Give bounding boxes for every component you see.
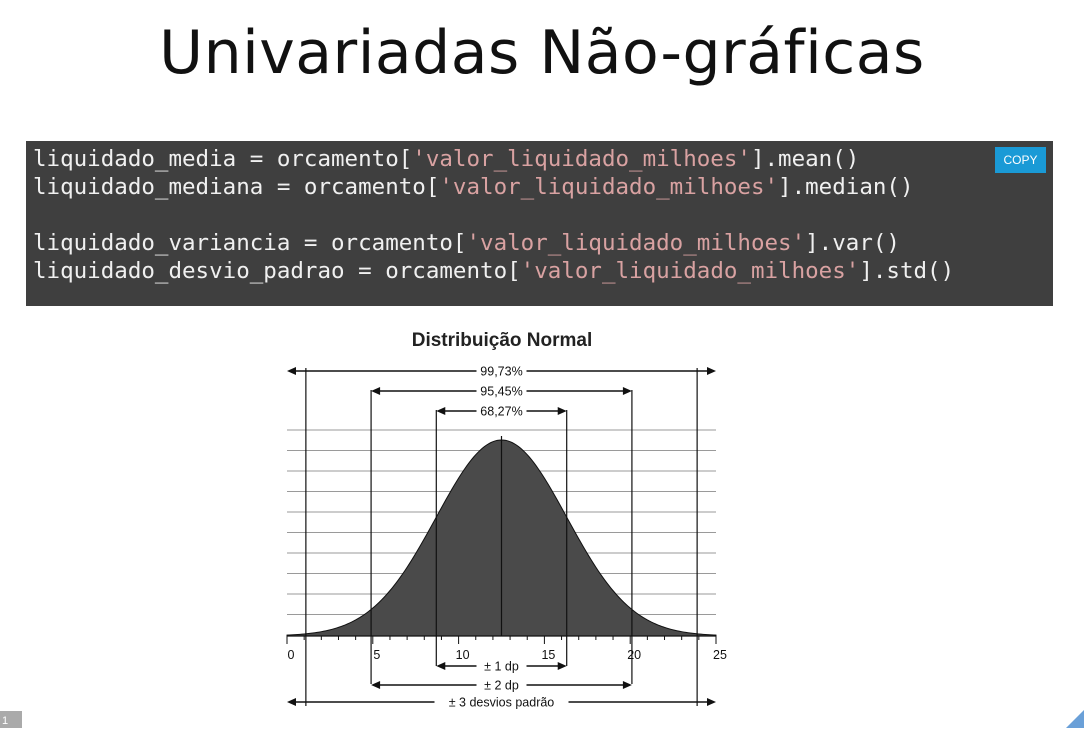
arrow-head bbox=[371, 681, 381, 689]
sd-vertical-lines bbox=[305, 368, 698, 706]
x-axis: 0 5 10 15 20 25 bbox=[286, 635, 727, 662]
code-text: ].var() bbox=[805, 230, 900, 256]
arrow-label: 95,45% bbox=[480, 385, 522, 399]
arrow-head bbox=[557, 662, 567, 670]
arrow-head bbox=[287, 367, 296, 375]
code-text: liquidado_mediana = orcamento[ bbox=[33, 174, 440, 200]
arrow-head bbox=[436, 407, 446, 415]
bottom-range-arrows: ± 1 dp ± 2 dp ± 3 desvios padrão bbox=[287, 660, 716, 710]
normal-distribution-figure: Distribuição Normal 99,73% 95,45% 68,27% 0… bbox=[286, 330, 727, 710]
code-line: liquidado_media = orcamento['valor_liqui… bbox=[33, 145, 1053, 173]
code-text: ].std() bbox=[859, 258, 955, 284]
code-string: 'valor_liquidado_milhoes' bbox=[466, 230, 806, 256]
arrow-head bbox=[371, 387, 381, 395]
code-text: ].median() bbox=[778, 174, 914, 200]
code-text: ].mean() bbox=[750, 146, 860, 172]
tick-label: 15 bbox=[541, 648, 555, 662]
code-text: liquidado_variancia = orcamento[ bbox=[33, 230, 467, 256]
arrow-head bbox=[707, 698, 716, 706]
code-text: liquidado_desvio_padrao = orcamento[ bbox=[33, 258, 521, 284]
tick-label: 5 bbox=[373, 648, 380, 662]
slide-number: 1 bbox=[0, 711, 22, 728]
code-string: 'valor_liquidado_milhoes' bbox=[520, 258, 860, 284]
arrow-head bbox=[436, 662, 446, 670]
tick-label: 20 bbox=[627, 648, 641, 662]
range-arrow-top: 95,45% bbox=[371, 385, 632, 399]
code-string: 'valor_liquidado_milhoes' bbox=[439, 174, 779, 200]
code-string: 'valor_liquidado_milhoes' bbox=[412, 146, 751, 172]
tick-label: 0 bbox=[288, 648, 295, 662]
arrow-head bbox=[622, 387, 632, 395]
arrow-head bbox=[622, 681, 632, 689]
code-block: COPY liquidado_media = orcamento['valor_… bbox=[26, 141, 1053, 306]
arrow-label: 68,27% bbox=[480, 405, 522, 419]
arrow-head bbox=[707, 367, 716, 375]
tick-label: 10 bbox=[456, 648, 470, 662]
range-arrow-bottom: ± 3 desvios padrão bbox=[287, 696, 716, 710]
tick-label: 25 bbox=[713, 648, 727, 662]
code-line: liquidado_variancia = orcamento['valor_l… bbox=[33, 229, 1053, 257]
arrow-label: ± 2 dp bbox=[484, 679, 519, 693]
code-line: liquidado_desvio_padrao = orcamento['val… bbox=[33, 257, 1053, 285]
top-range-arrows: 99,73% 95,45% 68,27% bbox=[287, 365, 716, 419]
slide-title: Univariadas Não-gráficas bbox=[159, 18, 925, 88]
corner-fold-icon bbox=[1066, 710, 1084, 728]
arrow-label: ± 3 desvios padrão bbox=[449, 696, 555, 710]
range-arrow-top: 68,27% bbox=[436, 405, 567, 419]
code-line-blank bbox=[33, 201, 1053, 229]
range-arrow-top: 99,73% bbox=[287, 365, 716, 379]
arrow-label: ± 1 dp bbox=[484, 660, 519, 674]
range-arrow-bottom: ± 2 dp bbox=[371, 679, 632, 693]
copy-button[interactable]: COPY bbox=[995, 147, 1046, 173]
arrow-label: 99,73% bbox=[480, 365, 522, 379]
figure-title: Distribuição Normal bbox=[412, 330, 593, 351]
range-arrow-bottom: ± 1 dp bbox=[436, 660, 567, 674]
arrow-head bbox=[287, 698, 296, 706]
code-text: liquidado_media = orcamento[ bbox=[33, 146, 413, 172]
code-line: liquidado_mediana = orcamento['valor_liq… bbox=[33, 173, 1053, 201]
arrow-head bbox=[557, 407, 567, 415]
